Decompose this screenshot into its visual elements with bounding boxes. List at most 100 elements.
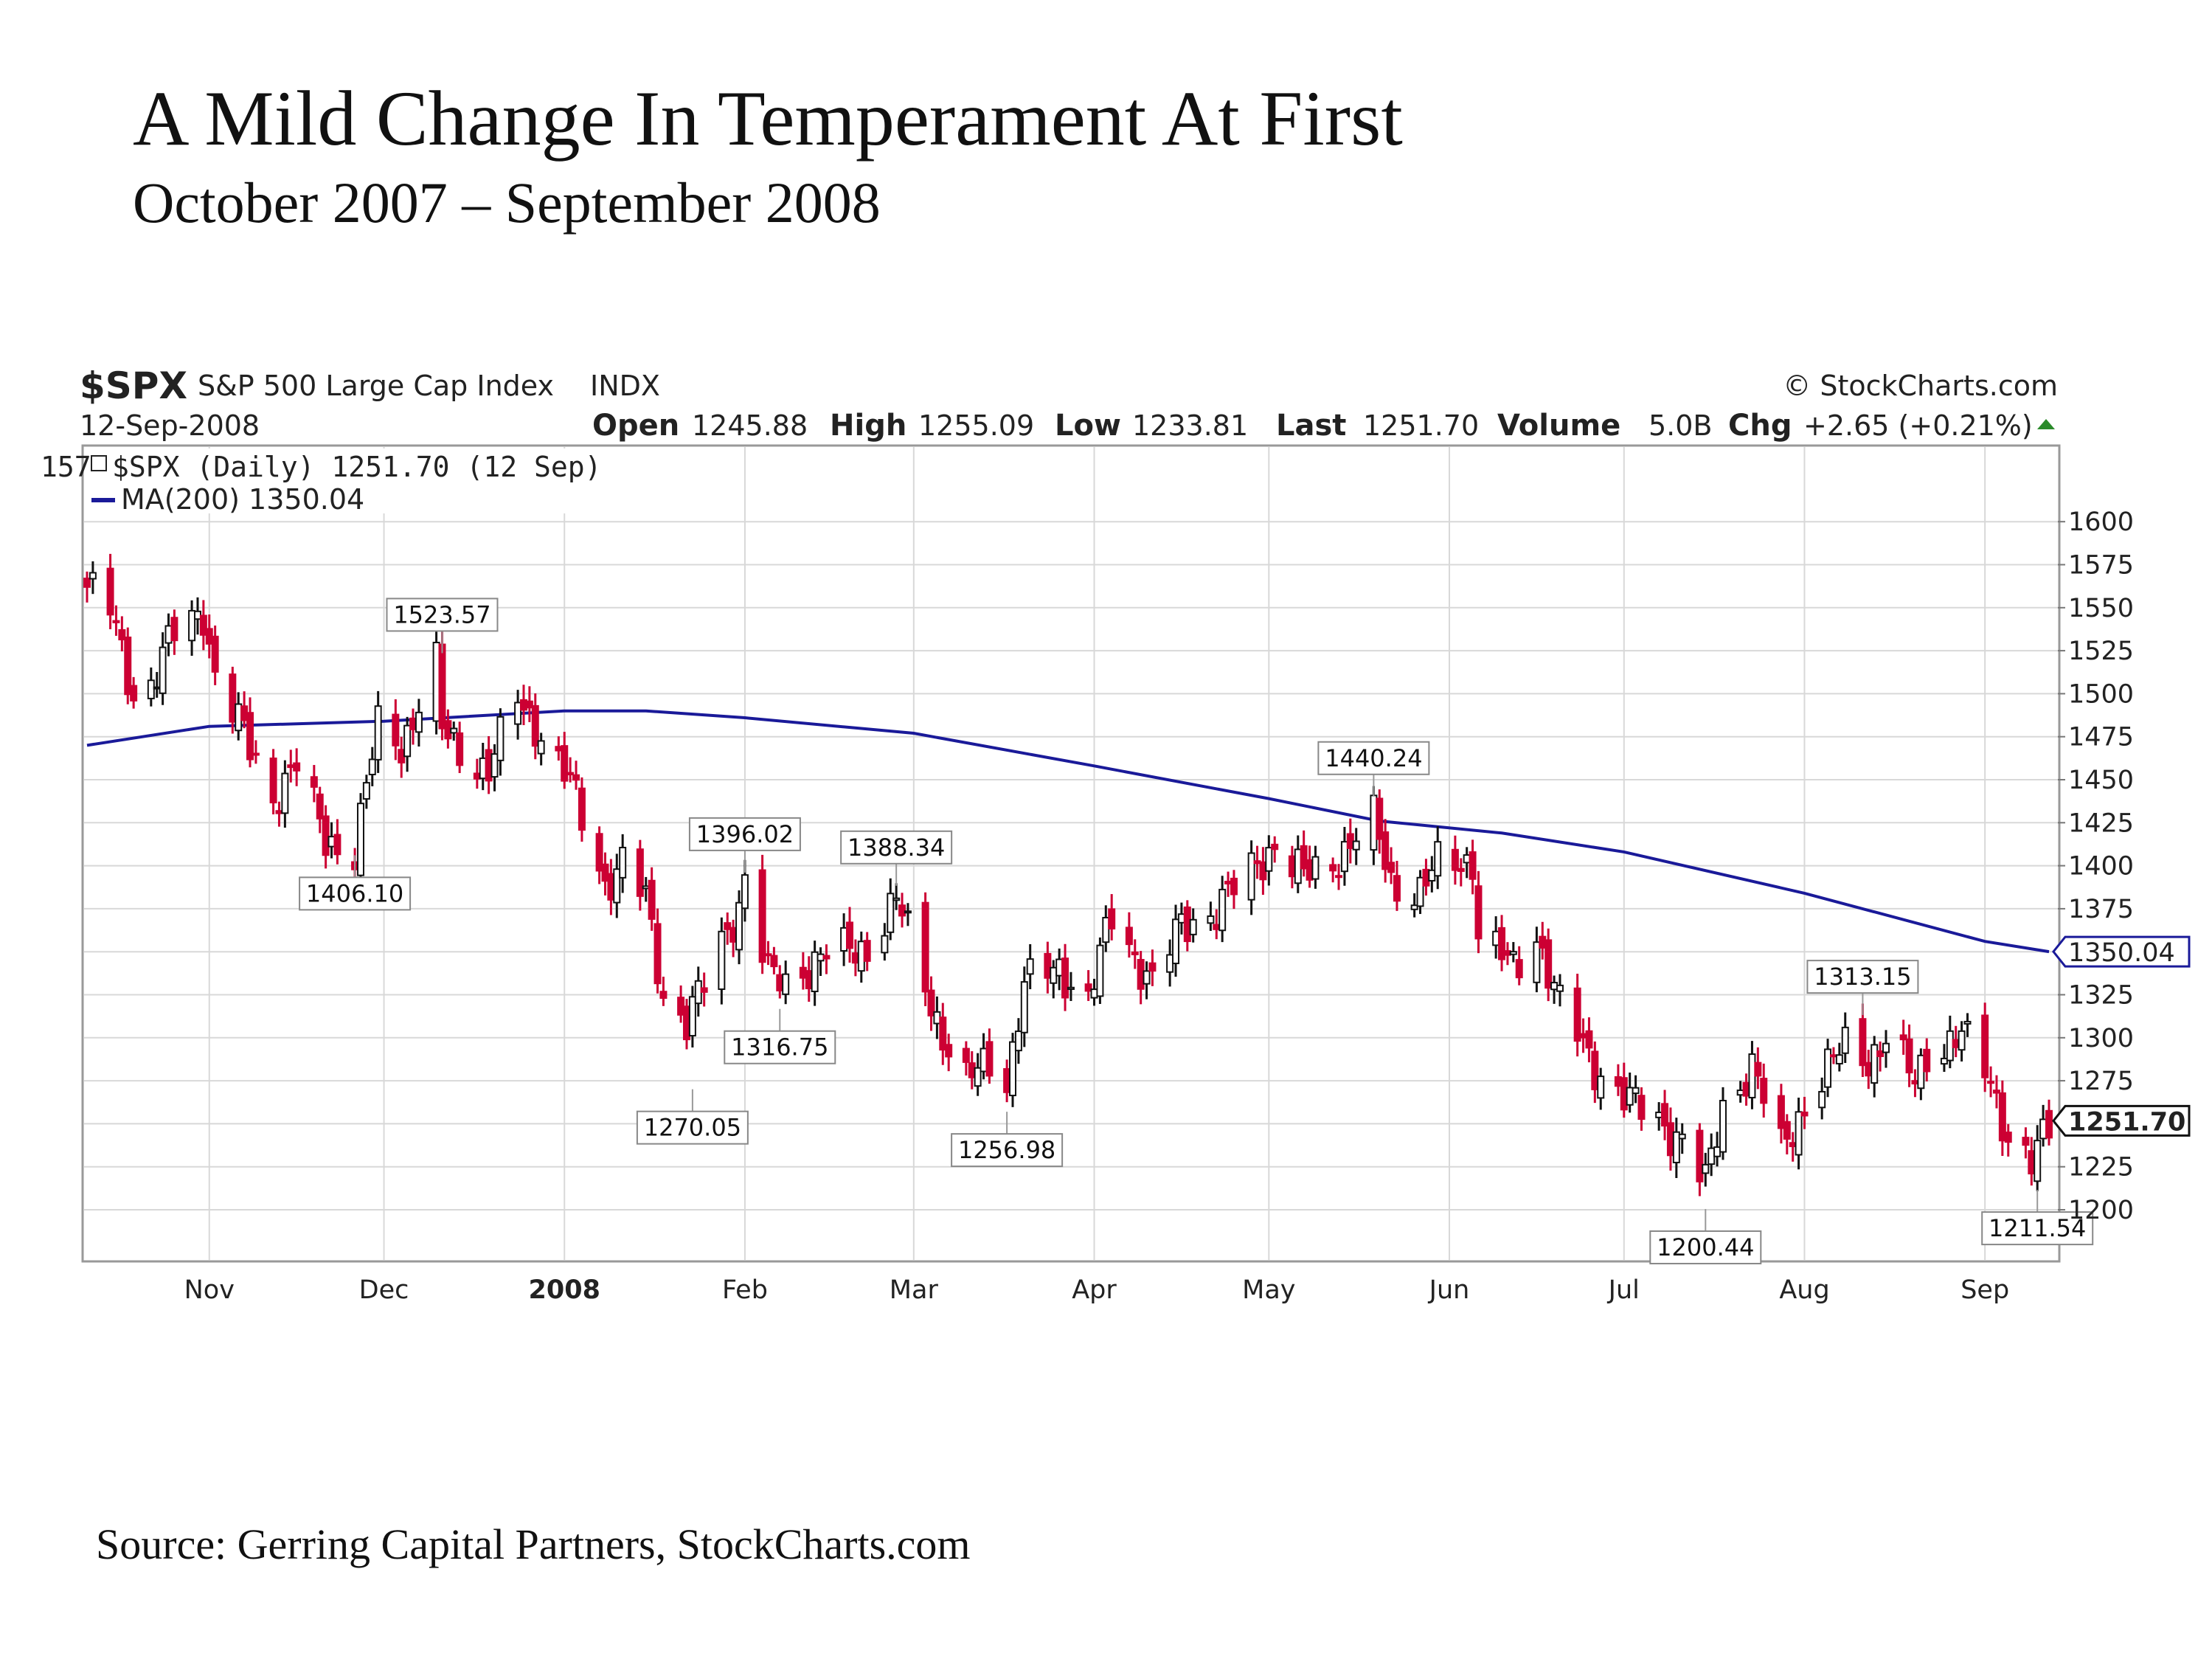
candle-body [1376, 797, 1384, 840]
candle-body [89, 572, 97, 580]
x-tick-label: Mar [890, 1275, 939, 1305]
candle-body [1469, 851, 1477, 880]
candle-body [811, 951, 819, 993]
candle-body [1387, 862, 1395, 873]
candle-body [1585, 1030, 1593, 1049]
x-tick-label: Nov [184, 1275, 235, 1305]
candle-body [904, 910, 912, 914]
candle-body [1253, 860, 1261, 865]
candle-body [1148, 962, 1157, 972]
y-tick-label: 1575 [2068, 551, 2134, 581]
candle-body [566, 772, 575, 775]
candle-body [1946, 1030, 1954, 1061]
candle-body [1050, 966, 1058, 984]
candle-body [1451, 848, 1459, 871]
y-tick-label: 1475 [2068, 723, 2134, 752]
candle-body [1230, 877, 1238, 896]
candle-body [974, 1067, 982, 1087]
candle-body [1300, 845, 1308, 870]
candle-body [555, 746, 563, 752]
candle-body [1125, 927, 1133, 946]
candle-body [770, 955, 778, 968]
callout-box [688, 817, 801, 851]
volume-label: Volume [1497, 409, 1620, 443]
candle-body [1829, 1054, 1837, 1058]
candle-body [578, 787, 586, 831]
candle-body [1294, 848, 1302, 884]
candle-body [741, 874, 749, 910]
candle-body [822, 955, 831, 960]
candle-body [211, 635, 219, 673]
candle-body [1748, 1053, 1756, 1098]
callout-label: 1313.15 [1814, 963, 1911, 991]
y-tick-label: 1400 [2068, 852, 2134, 882]
candle-body [1335, 875, 1343, 879]
candle-body [252, 752, 260, 756]
candle-body [1410, 904, 1418, 910]
candle-body [1992, 1090, 2000, 1094]
candle-body [1597, 1076, 1605, 1099]
candle-body [724, 922, 732, 930]
candle-body [519, 699, 527, 711]
candle-body [927, 989, 935, 1016]
candle-body [409, 717, 417, 730]
callout-label: 1256.98 [958, 1136, 1055, 1164]
open-value: 1245.88 [692, 409, 808, 442]
candle-body [1626, 1087, 1634, 1106]
candle-body [1177, 913, 1185, 924]
candle-body [648, 879, 656, 920]
chart-index-name: S&P 500 Large Cap Index [198, 370, 554, 402]
callout-box [724, 1030, 836, 1064]
candle-body [758, 869, 766, 963]
candle-body [147, 679, 155, 699]
candle-body [333, 834, 341, 856]
candle-body [1457, 867, 1465, 872]
candle-body [1381, 831, 1390, 870]
last-value: 1251.70 [1363, 409, 1479, 442]
candle-body [851, 952, 859, 964]
candle-body [945, 1044, 953, 1058]
callout-box [636, 1110, 749, 1145]
candle-body [1311, 856, 1320, 880]
candle-body [240, 705, 249, 721]
candle-body [1492, 930, 1500, 946]
candle-body [1835, 1054, 1843, 1064]
candle-body [921, 901, 929, 993]
high-value: 1255.09 [918, 409, 1034, 442]
candle-body [572, 774, 580, 781]
candle-body [1061, 957, 1069, 999]
price-last-tag [2052, 1104, 2191, 1137]
candle-body [310, 776, 318, 788]
candle-body [235, 703, 243, 732]
candle-body [1131, 951, 1139, 955]
candle-body [456, 732, 464, 766]
candle-body [933, 1011, 941, 1025]
candle-body [164, 625, 173, 644]
candle-body [729, 927, 738, 943]
candle-body [1702, 1163, 1710, 1174]
candle-body [1539, 935, 1547, 949]
candle-body [817, 953, 825, 962]
chart-date: 12-Sep-2008 [80, 409, 260, 442]
slide-subtitle: October 2007 – September 2008 [133, 170, 881, 235]
candle-body [1876, 1050, 1885, 1057]
candle-body [1795, 1111, 1803, 1156]
callout-label: 1396.02 [696, 820, 794, 848]
candle-body [1789, 1142, 1797, 1148]
callout-box [840, 830, 953, 865]
candle-body [898, 904, 906, 917]
candle-body [1207, 915, 1215, 924]
candle-body [1474, 885, 1483, 940]
volume-value: 5.0B [1648, 409, 1713, 442]
left-cut-label: 157 [41, 451, 91, 483]
candle-body [537, 740, 545, 755]
callout-box [951, 1133, 1064, 1168]
candle-body [1014, 1031, 1022, 1052]
callout-label: 1388.34 [847, 834, 945, 862]
candle-body [1084, 983, 1092, 992]
price-callouts: 1406.10 1523.57 1270.05 1396.02 1316.75 1388.… [299, 598, 2094, 1264]
callout-label: 1211.54 [1989, 1214, 2086, 1242]
chg-label: Chg [1728, 409, 1792, 443]
candle-body [1754, 1061, 1762, 1077]
candle-body [1544, 939, 1553, 989]
